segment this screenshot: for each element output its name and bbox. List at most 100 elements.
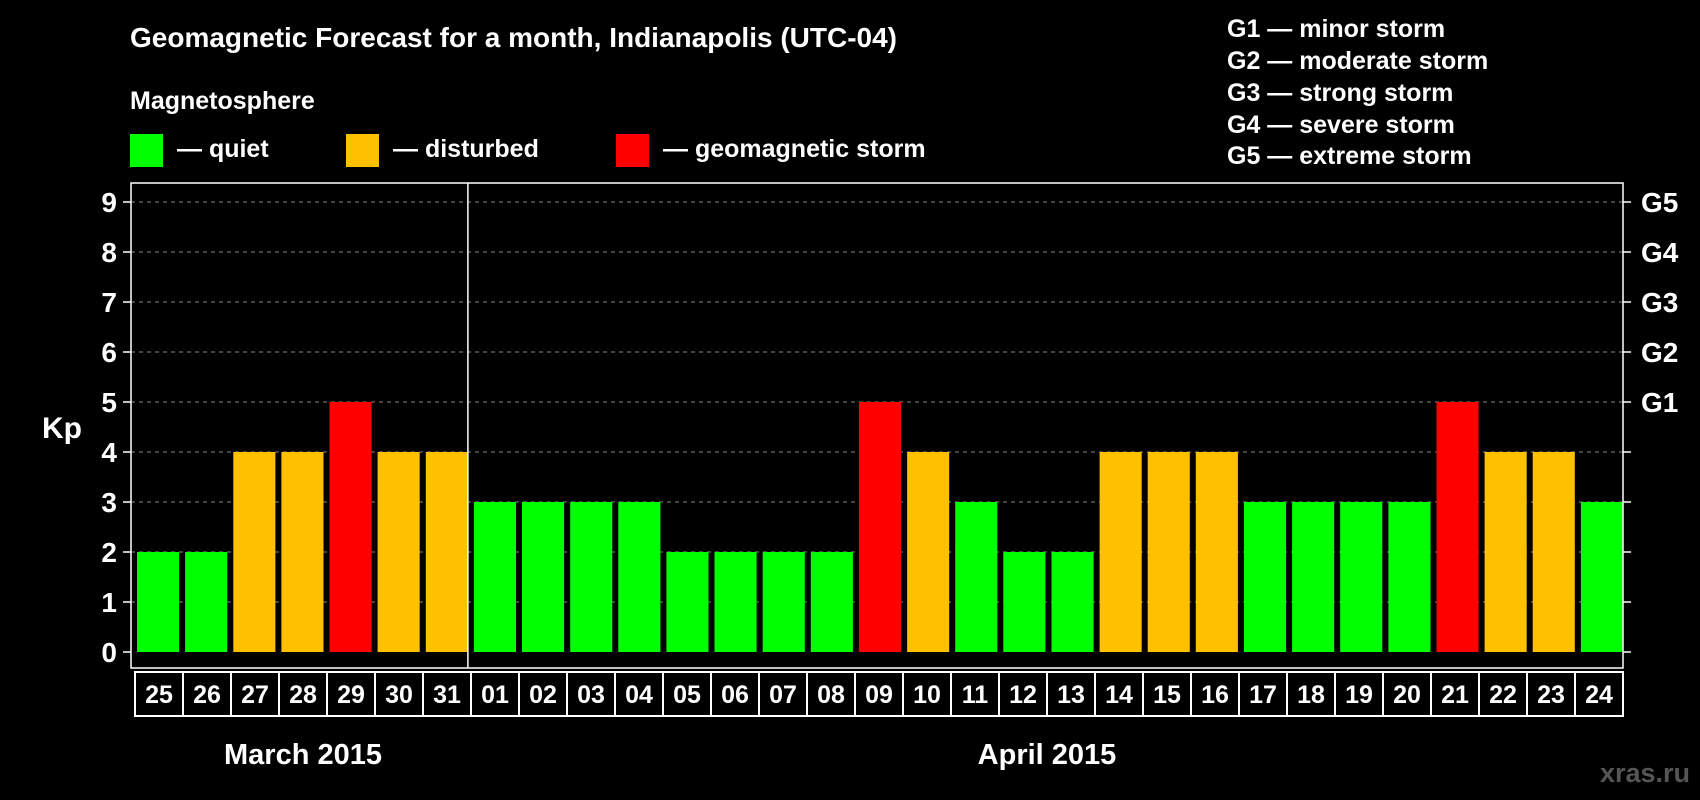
bar-14: [1099, 452, 1142, 652]
day-label: 24: [1585, 681, 1613, 709]
day-label: 16: [1201, 681, 1229, 709]
y-tick-label: 4: [101, 437, 117, 468]
day-label: 25: [145, 681, 173, 709]
day-label: 06: [721, 681, 749, 709]
bar-13: [1051, 552, 1094, 652]
bar-01: [473, 502, 516, 652]
storm-scale-g5: G5 — extreme storm: [1227, 142, 1472, 170]
bar-09: [858, 402, 901, 652]
y-tick-label: 1: [101, 587, 117, 618]
day-label: 19: [1345, 681, 1373, 709]
bar-15: [1147, 452, 1190, 652]
y-tick-label: 0: [101, 637, 117, 668]
day-label: 01: [481, 681, 509, 709]
day-label: 23: [1537, 681, 1565, 709]
bar-16: [1195, 452, 1238, 652]
day-label: 02: [529, 681, 557, 709]
y-tick-label: 9: [101, 187, 117, 218]
bar-24: [1580, 502, 1623, 652]
day-label-strip: [134, 671, 1624, 717]
bar-30: [377, 452, 420, 652]
day-label: 22: [1489, 681, 1517, 709]
month-labels: March 2015 April 2015: [224, 739, 1116, 771]
day-label: 14: [1105, 681, 1133, 709]
month-label: March 2015: [224, 739, 382, 771]
day-label: 05: [673, 681, 701, 709]
day-label: 07: [769, 681, 797, 709]
bar-29: [329, 402, 372, 652]
day-label: 09: [865, 681, 893, 709]
legend-swatch-storm: [616, 134, 649, 167]
day-label: 28: [289, 681, 317, 709]
bar-10: [907, 452, 950, 652]
day-label: 13: [1057, 681, 1085, 709]
day-label: 12: [1009, 681, 1037, 709]
plot-frame: [130, 182, 1624, 669]
bar-21: [1436, 402, 1479, 652]
legend-swatch-quiet: [130, 134, 163, 167]
day-label: 21: [1441, 681, 1469, 709]
day-label: 08: [817, 681, 845, 709]
bar-28: [281, 452, 324, 652]
bar-04: [618, 502, 661, 652]
bar-06: [714, 552, 757, 652]
y-axis-label: Kp: [42, 412, 82, 445]
y-tick-label: 3: [101, 487, 117, 518]
day-label: 26: [193, 681, 221, 709]
storm-scale-g2: G2 — moderate storm: [1227, 47, 1488, 75]
month-label: April 2015: [978, 739, 1117, 771]
day-label: 18: [1297, 681, 1325, 709]
plot-border: [130, 182, 1624, 669]
bar-17: [1244, 502, 1287, 652]
storm-scale-g3: G3 — strong storm: [1227, 79, 1453, 107]
day-label: 10: [913, 681, 941, 709]
bar-22: [1484, 452, 1527, 652]
day-label: 20: [1393, 681, 1421, 709]
legend-label-disturbed: — disturbed: [393, 135, 539, 163]
bar-05: [666, 552, 709, 652]
bars: [137, 402, 1623, 652]
y-tick-label: 8: [101, 237, 117, 268]
g-level-label: G3: [1641, 287, 1678, 318]
legend-label-quiet: — quiet: [177, 135, 269, 163]
x-axis-day-labels: 25 26 27 28 29 30 31 01 02 03 04 05 06 07 08 09 10 11 12 13…: [134, 671, 1624, 717]
bar-02: [522, 502, 565, 652]
watermark: xras.ru: [1600, 758, 1690, 788]
day-label: 11: [962, 681, 989, 709]
legend-label-storm: — geomagnetic storm: [663, 135, 926, 163]
storm-scale-g1: G1 — minor storm: [1227, 15, 1445, 43]
legend-swatch-disturbed: [346, 134, 379, 167]
bar-08: [810, 552, 853, 652]
bar-27: [233, 452, 276, 652]
bar-07: [762, 552, 805, 652]
bar-31: [425, 452, 468, 652]
storm-scale-g4: G4 — severe storm: [1227, 111, 1455, 139]
day-label: 27: [241, 681, 269, 709]
bar-11: [955, 502, 998, 652]
g-level-label: G2: [1641, 337, 1678, 368]
y-tick-label: 5: [101, 387, 117, 418]
bar-19: [1340, 502, 1383, 652]
day-label: 04: [625, 681, 653, 709]
y-tick-label: 6: [101, 337, 117, 368]
day-label: 03: [577, 681, 605, 709]
day-label: 29: [337, 681, 365, 709]
y-tick-label: 7: [101, 287, 117, 318]
day-label: 31: [433, 681, 461, 709]
bar-23: [1532, 452, 1575, 652]
day-label: 17: [1249, 681, 1277, 709]
g-level-label: G4: [1641, 237, 1679, 268]
g-level-label: G1: [1641, 387, 1678, 418]
g-level-label: G5: [1641, 187, 1678, 218]
day-label: 15: [1153, 681, 1181, 709]
bar-03: [570, 502, 613, 652]
bar-18: [1292, 502, 1335, 652]
chart-title: Geomagnetic Forecast for a month, Indian…: [130, 22, 897, 53]
bar-12: [1003, 552, 1046, 652]
y-tick-label: 2: [101, 537, 117, 568]
bar-20: [1388, 502, 1431, 652]
bar-26: [185, 552, 228, 652]
legend-heading: Magnetosphere: [130, 87, 315, 115]
axis-ticks: 0 1 2 3 4 5 6 7 8 9 G1 G2 G3 G4 G5: [101, 187, 1678, 668]
